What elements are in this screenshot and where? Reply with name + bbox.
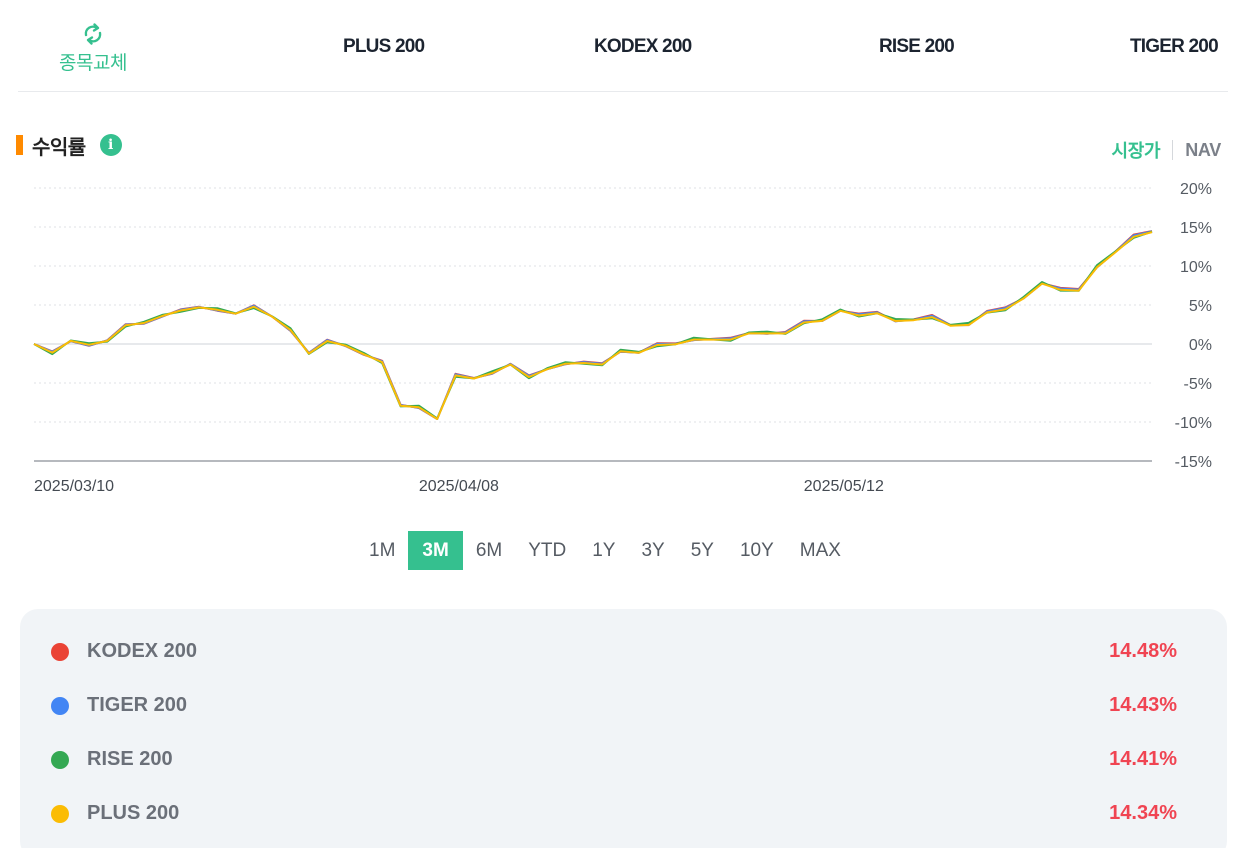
etf-tab-rise-200[interactable]: RISE 200 xyxy=(879,36,955,57)
period-button-3y[interactable]: 3Y xyxy=(641,540,665,561)
series-line-kodex-200 xyxy=(33,230,1153,420)
price-basis-toggle: 시장가 NAV xyxy=(1111,137,1221,163)
legend-color-dot xyxy=(51,805,69,823)
period-button-6m[interactable]: 6M xyxy=(475,540,503,561)
toggle-divider xyxy=(1172,140,1174,160)
legend-etf-name: RISE 200 xyxy=(87,748,173,770)
x-tick-label: 2025/03/10 xyxy=(34,478,114,495)
legend-return-value: 14.48% xyxy=(1109,640,1177,662)
legend-row: KODEX 200 14.48% xyxy=(20,637,1227,667)
series-line-tiger-200 xyxy=(33,230,1153,420)
legend-return-value: 14.41% xyxy=(1109,748,1177,770)
returns-section-title: 수익률 i xyxy=(16,132,122,159)
y-tick-label: -5% xyxy=(1184,376,1212,393)
period-button-3m[interactable]: 3M xyxy=(408,531,463,570)
series-line-rise-200 xyxy=(33,230,1153,420)
swap-etf-label: 종목교체 xyxy=(59,52,127,74)
y-tick-label: 0% xyxy=(1189,337,1212,354)
y-tick-label: -10% xyxy=(1175,415,1212,432)
legend-etf-name: KODEX 200 xyxy=(87,640,198,662)
period-button-10y[interactable]: 10Y xyxy=(739,540,774,561)
y-tick-label: -15% xyxy=(1175,454,1212,471)
period-button-max[interactable]: MAX xyxy=(799,540,841,561)
legend-row: PLUS 200 14.34% xyxy=(20,799,1227,829)
info-icon[interactable]: i xyxy=(99,134,122,156)
legend-row: TIGER 200 14.43% xyxy=(20,691,1227,721)
x-tick-label: 2025/04/08 xyxy=(419,478,499,495)
period-button-ytd[interactable]: YTD xyxy=(528,540,567,561)
x-tick-label: 2025/05/12 xyxy=(804,478,884,495)
y-tick-label: 20% xyxy=(1180,181,1212,198)
legend-return-value: 14.34% xyxy=(1109,802,1177,824)
legend-return-value: 14.43% xyxy=(1109,694,1177,716)
legend-etf-name: PLUS 200 xyxy=(87,802,180,824)
refresh-icon xyxy=(84,23,102,45)
swap-etf-button[interactable]: 종목교체 xyxy=(58,22,128,76)
section-marker xyxy=(16,135,23,155)
nav-option[interactable]: NAV xyxy=(1185,139,1221,160)
market-price-option[interactable]: 시장가 xyxy=(1111,141,1161,162)
returns-title: 수익률 xyxy=(32,134,86,159)
period-button-1m[interactable]: 1M xyxy=(369,540,396,561)
legend-row: RISE 200 14.41% xyxy=(20,745,1227,775)
y-tick-label: 10% xyxy=(1180,259,1212,276)
etf-tab-plus-200[interactable]: PLUS 200 xyxy=(343,36,425,57)
legend-color-dot xyxy=(51,751,69,769)
period-button-1y[interactable]: 1Y xyxy=(592,540,616,561)
legend-color-dot xyxy=(51,643,69,661)
returns-line-chart: 20% 15% 10% 5% 0% -5% -10% -15% 2025/03/10 2025/0… xyxy=(33,181,1212,495)
y-tick-label: 5% xyxy=(1189,298,1212,315)
series-line-plus-200 xyxy=(33,231,1153,420)
etf-tab-kodex-200[interactable]: KODEX 200 xyxy=(594,36,692,57)
period-selector: 1M 3M 6M YTD 1Y 3Y 5Y 10Y MAX xyxy=(356,531,854,570)
etf-tab-tiger-200[interactable]: TIGER 200 xyxy=(1130,36,1219,57)
y-tick-label: 15% xyxy=(1180,220,1212,237)
legend-etf-name: TIGER 200 xyxy=(87,694,188,716)
etf-compare-header: 종목교체 PLUS 200 KODEX 200 RISE 200 TIGER 2… xyxy=(18,0,1228,92)
returns-legend: KODEX 200 14.48% TIGER 200 14.43% RISE 200 14… xyxy=(20,609,1227,848)
period-button-5y[interactable]: 5Y xyxy=(690,540,714,561)
legend-color-dot xyxy=(51,697,69,715)
